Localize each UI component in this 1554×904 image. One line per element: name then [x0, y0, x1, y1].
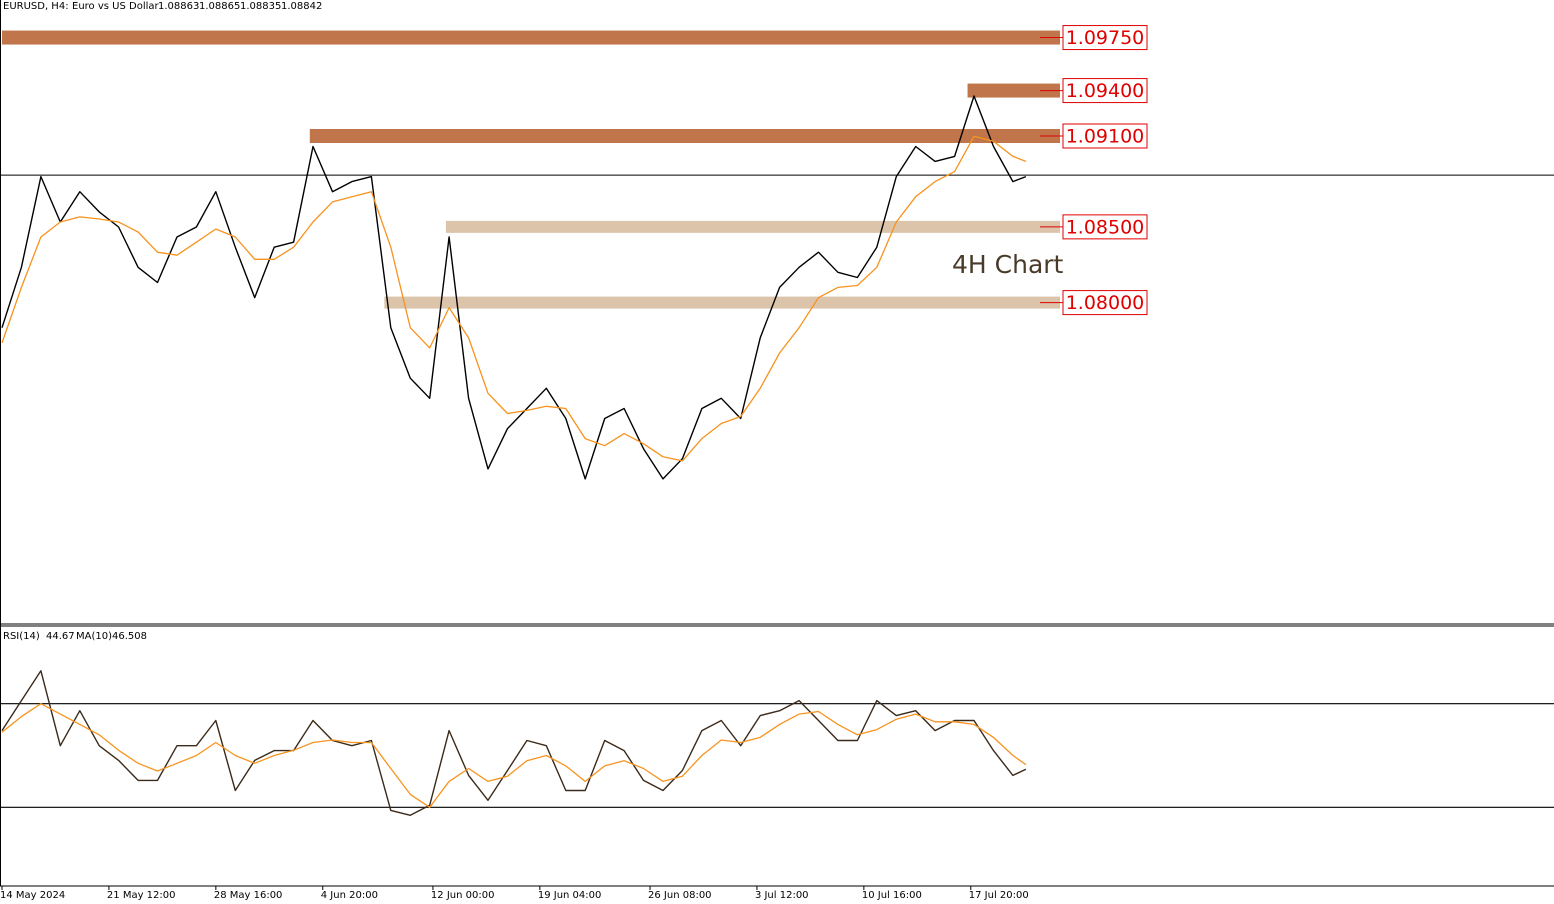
x-tick-label: 19 Jun 04:00 — [538, 890, 602, 901]
level-label-box — [1062, 25, 1148, 51]
close: 1.08842 — [281, 1, 322, 12]
level-label: 1.08500 — [1066, 216, 1145, 238]
level-zone — [384, 296, 1061, 309]
level-label-box — [1062, 123, 1148, 149]
symbol: EURUSD, H4: — [3, 1, 69, 12]
rsi-value: 44.67 — [46, 631, 75, 642]
x-tick-label: 26 Jun 08:00 — [648, 890, 712, 901]
x-tick-label: 12 Jun 00:00 — [431, 890, 495, 901]
low: 1.08835 — [240, 1, 281, 12]
high: 1.08865 — [199, 1, 240, 12]
level-label-box — [1062, 214, 1148, 240]
level-zone — [967, 83, 1060, 98]
level-zone — [445, 220, 1060, 233]
level-zone — [309, 129, 1060, 144]
level-label: 1.09400 — [1066, 80, 1145, 102]
series-line — [1, 95, 1027, 480]
level-label: 1.09750 — [1066, 27, 1145, 49]
level-label-box — [1062, 78, 1148, 104]
level-zone — [2, 30, 1060, 45]
level-label: 1.08000 — [1066, 292, 1145, 314]
x-tick-label: 4 Jun 20:00 — [321, 890, 378, 901]
ma-label: MA(10) — [76, 631, 112, 642]
series-line — [1, 135, 1027, 462]
annotation: 4H Chart — [952, 250, 1064, 279]
level-label-box — [1062, 290, 1148, 316]
x-tick-label: 14 May 2024 — [0, 890, 65, 901]
x-tick-label: 10 Jul 16:00 — [862, 890, 922, 901]
x-tick-label: 17 Jul 20:00 — [969, 890, 1029, 901]
description: Euro vs US Dollar — [72, 1, 160, 12]
x-tick-label: 3 Jul 12:00 — [755, 890, 809, 901]
level-label: 1.09100 — [1066, 126, 1145, 148]
indicator-name: RSI(14) — [3, 631, 40, 642]
series-line — [1, 703, 1027, 808]
x-tick-label: 21 May 12:00 — [107, 890, 176, 901]
ma-value: 46.508 — [112, 631, 147, 642]
open: 1.08863 — [158, 1, 199, 12]
x-tick-label: 28 May 16:00 — [214, 890, 283, 901]
